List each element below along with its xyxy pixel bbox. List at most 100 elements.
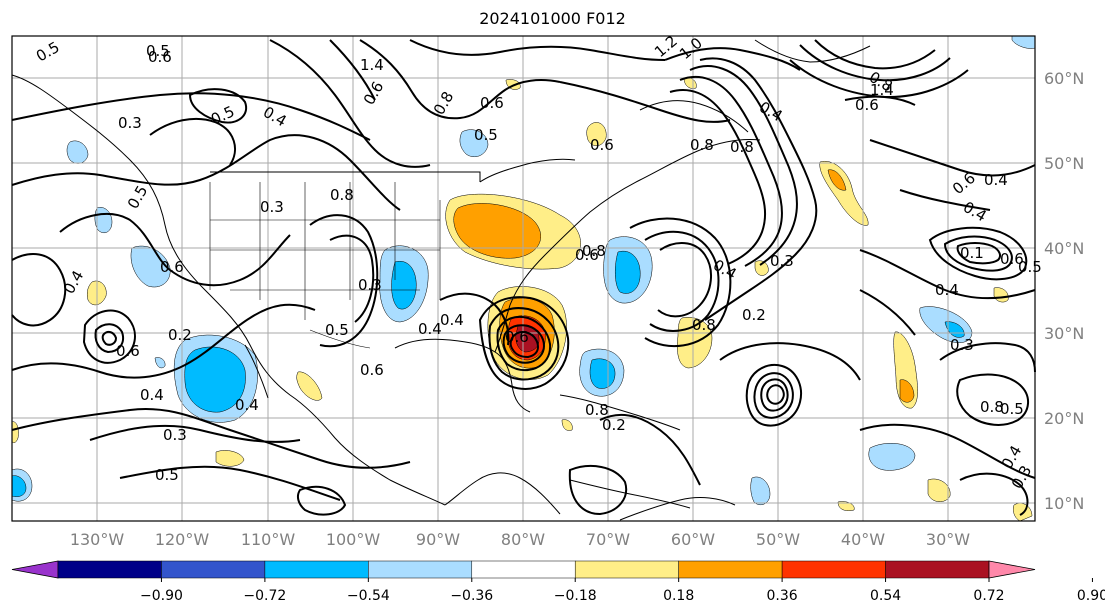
neg-anomaly-shade bbox=[944, 321, 965, 338]
lon-tick-label: 50°W bbox=[756, 530, 800, 549]
contour-label: 0.5 bbox=[146, 42, 170, 60]
colorbar-tick-label: 0.54 bbox=[870, 588, 901, 604]
neg-anomaly-shade bbox=[11, 475, 27, 497]
contour-label: 0.4 bbox=[984, 171, 1008, 189]
chart-title: 2024101000 F012 bbox=[479, 9, 626, 28]
colorbar-tick-label: −0.54 bbox=[347, 588, 390, 604]
anomaly-shading bbox=[11, 35, 1036, 522]
contour-label: 0.6 bbox=[148, 48, 172, 66]
colorbar-segment bbox=[57, 560, 162, 579]
graticule bbox=[12, 36, 1035, 521]
lon-tick-label: 80°W bbox=[501, 530, 545, 549]
contour-label: 0.6 bbox=[480, 94, 504, 112]
colorbar bbox=[11, 560, 1036, 579]
neg-anomaly-shade bbox=[459, 129, 489, 157]
lon-tick-label: 110°W bbox=[241, 530, 296, 549]
contour-label: 0.6 bbox=[505, 328, 529, 346]
contour-label: 0.1 bbox=[960, 244, 984, 262]
contour-label: 0.6 bbox=[160, 258, 184, 276]
contour-label: 0.5 bbox=[474, 126, 498, 144]
lon-tick-label: 60°W bbox=[671, 530, 715, 549]
contour-label: 0.5 bbox=[1000, 400, 1024, 418]
contour-label: 0.5 bbox=[1018, 258, 1042, 276]
contour-label: 0.3 bbox=[260, 198, 284, 216]
contour-label: 0.4 bbox=[235, 396, 259, 414]
colorbar-tick-label: −0.36 bbox=[450, 588, 493, 604]
contour-label: 0.4 bbox=[935, 281, 959, 299]
colorbar-tick-label: −0.90 bbox=[140, 588, 183, 604]
contour-label: 0.6 bbox=[116, 342, 140, 360]
neg-anomaly-shade bbox=[615, 250, 641, 294]
contour-label: 0.8 bbox=[980, 398, 1004, 416]
contour-label: 0.8 bbox=[582, 242, 606, 260]
political-borders bbox=[209, 182, 441, 349]
colorbar-tick-label: 0.90 bbox=[1077, 588, 1105, 604]
lon-tick-label: 30°W bbox=[926, 530, 970, 549]
lat-tick-label: 60°N bbox=[1044, 69, 1084, 88]
contour-label: 0.3 bbox=[163, 426, 187, 444]
contour-label: 0.6 bbox=[590, 136, 614, 154]
contour-label: 0.4 bbox=[140, 386, 164, 404]
contour-label: 0.6 bbox=[855, 96, 879, 114]
contour-label: 0.3 bbox=[118, 114, 142, 132]
lat-tick-label: 10°N bbox=[1044, 494, 1084, 513]
pos-anomaly-shade bbox=[586, 122, 607, 146]
pos-anomaly-shade bbox=[453, 203, 541, 259]
contour-label: 0.2 bbox=[602, 416, 626, 434]
lon-tick-label: 40°W bbox=[841, 530, 885, 549]
coastlines bbox=[11, 39, 871, 521]
neg-anomaly-shade bbox=[154, 357, 166, 369]
colorbar-tick-label: 0.72 bbox=[973, 588, 1004, 604]
lon-tick-label: 130°W bbox=[70, 530, 125, 549]
neg-anomaly-shade bbox=[391, 260, 417, 310]
contour-label: 1.4 bbox=[870, 81, 894, 99]
contours bbox=[11, 39, 1036, 516]
contour-label: 0.8 bbox=[330, 186, 354, 204]
neg-anomaly-shade bbox=[589, 358, 616, 389]
contour-label: 0.8 bbox=[730, 138, 754, 156]
pos-anomaly-shade bbox=[561, 419, 573, 431]
colorbar-segment bbox=[161, 560, 266, 579]
contour-label: 1.4 bbox=[360, 56, 384, 74]
colorbar-segment bbox=[368, 560, 473, 579]
colorbar-tick-label: −0.18 bbox=[554, 588, 597, 604]
lat-tick-label: 50°N bbox=[1044, 154, 1084, 173]
contour-label: 0.2 bbox=[168, 326, 192, 344]
longitude-labels: 130°W 120°W 110°W 100°W 90°W 80°W 70°W 60°W 50°W… bbox=[70, 530, 970, 549]
contour-label: 0.8 bbox=[690, 136, 714, 154]
lon-tick-label: 100°W bbox=[326, 530, 381, 549]
contour-label: 0.4 bbox=[418, 320, 442, 338]
contour-label: 0.5 bbox=[325, 321, 349, 339]
contour-label: 0.2 bbox=[742, 306, 766, 324]
pos-anomaly-shade bbox=[837, 501, 855, 511]
neg-anomaly-shade bbox=[184, 346, 246, 413]
lat-tick-label: 30°N bbox=[1044, 324, 1084, 343]
pos-anomaly-shade bbox=[296, 371, 323, 401]
contour-label: 0.3 bbox=[770, 252, 794, 270]
contour-label: 0.6 bbox=[575, 246, 599, 264]
pos-anomaly-shade bbox=[215, 450, 245, 467]
colorbar-tick-labels: −0.90 −0.72 −0.54 −0.36 −0.18 0.18 0.36 0.54 0.7… bbox=[140, 578, 1105, 604]
pos-anomaly-shade bbox=[754, 260, 769, 276]
lon-tick-label: 70°W bbox=[586, 530, 630, 549]
colorbar-tick-label: 0.18 bbox=[663, 588, 694, 604]
contour-label: 0.6 bbox=[1000, 250, 1024, 268]
neg-anomaly-shade bbox=[868, 443, 916, 471]
contour-label: 0.6 bbox=[360, 361, 384, 379]
contour-label: 0.5 bbox=[155, 466, 179, 484]
colorbar-segment bbox=[885, 560, 990, 579]
colorbar-segment bbox=[678, 560, 783, 579]
colorbar-extend-high bbox=[988, 560, 1036, 579]
contour-label: 0.3 bbox=[358, 276, 382, 294]
pos-anomaly-shade bbox=[827, 169, 847, 191]
lat-tick-label: 40°N bbox=[1044, 239, 1084, 258]
contour-label: 0.8 bbox=[692, 316, 716, 334]
colorbar-segment bbox=[574, 560, 679, 579]
colorbar-extend-low bbox=[11, 560, 59, 579]
neg-anomaly-shade bbox=[750, 476, 771, 505]
colorbar-tick-label: 0.36 bbox=[767, 588, 798, 604]
colorbar-tick-label: −0.72 bbox=[243, 588, 286, 604]
contour-label: 0.4 bbox=[440, 311, 464, 329]
contour-label: 0.8 bbox=[585, 401, 609, 419]
